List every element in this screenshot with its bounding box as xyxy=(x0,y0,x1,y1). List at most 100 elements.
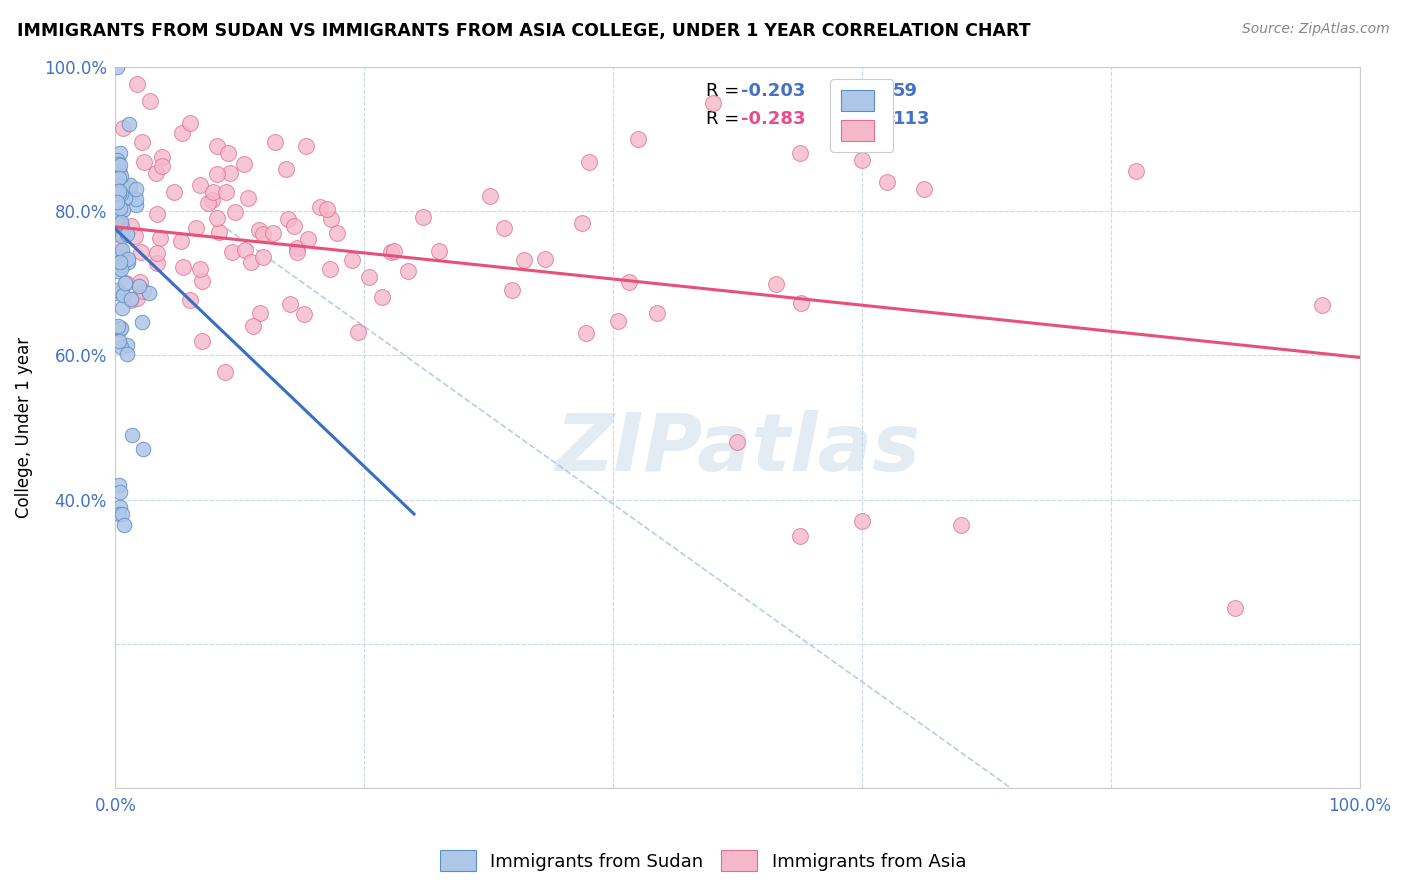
Point xyxy=(115,227,138,241)
Point xyxy=(120,293,142,307)
Point xyxy=(120,219,142,233)
Point xyxy=(278,297,301,311)
Point xyxy=(111,243,134,257)
Point xyxy=(1223,600,1246,615)
Point xyxy=(207,168,229,182)
Point xyxy=(117,117,139,131)
Point xyxy=(207,211,229,225)
Point xyxy=(249,222,271,236)
Point xyxy=(188,261,211,276)
Point xyxy=(115,337,138,351)
Point xyxy=(108,206,131,220)
Point xyxy=(146,256,169,270)
Text: R =: R = xyxy=(706,110,745,128)
Point xyxy=(110,215,132,229)
Point xyxy=(285,244,308,259)
Point xyxy=(128,275,150,289)
Point xyxy=(105,194,128,209)
Point xyxy=(295,139,318,153)
Point xyxy=(214,185,236,199)
Point xyxy=(110,261,132,276)
Y-axis label: College, Under 1 year: College, Under 1 year xyxy=(15,337,32,518)
Point xyxy=(170,126,193,140)
Point xyxy=(108,478,131,492)
Point xyxy=(108,165,131,179)
Point xyxy=(1310,298,1333,312)
Text: N =: N = xyxy=(862,82,901,100)
Point xyxy=(1125,164,1147,178)
Point xyxy=(297,231,319,245)
Point xyxy=(107,157,129,171)
Point xyxy=(132,442,155,456)
Point xyxy=(262,226,284,240)
Point xyxy=(578,155,600,169)
Point xyxy=(727,434,749,449)
Text: N =: N = xyxy=(862,110,901,128)
Point xyxy=(125,292,148,306)
Point xyxy=(214,365,236,379)
Point xyxy=(120,293,142,307)
Point xyxy=(851,153,873,168)
Text: -0.203: -0.203 xyxy=(741,82,806,100)
Point xyxy=(111,258,134,272)
Point xyxy=(146,245,169,260)
Point xyxy=(117,255,139,269)
Text: 113: 113 xyxy=(893,110,931,128)
Point xyxy=(138,94,160,108)
Point xyxy=(319,211,342,226)
Point xyxy=(179,116,201,130)
Point xyxy=(316,202,339,216)
Point xyxy=(765,277,787,292)
Point xyxy=(205,139,228,153)
Point xyxy=(105,283,128,297)
Point xyxy=(124,229,146,244)
Point xyxy=(851,514,873,528)
Point xyxy=(617,275,640,289)
Point xyxy=(380,244,402,259)
Point xyxy=(110,177,132,191)
Point xyxy=(108,241,131,255)
Point xyxy=(112,227,135,241)
Point xyxy=(110,146,132,161)
Point xyxy=(252,250,274,264)
Point xyxy=(108,184,131,198)
Point xyxy=(575,326,598,340)
Point xyxy=(108,507,131,521)
Point xyxy=(110,186,132,201)
Point xyxy=(501,283,523,297)
Point xyxy=(179,293,201,307)
Point xyxy=(111,203,134,218)
Text: Source: ZipAtlas.com: Source: ZipAtlas.com xyxy=(1241,22,1389,37)
Point xyxy=(287,241,309,255)
Point xyxy=(283,219,305,234)
Point xyxy=(163,185,186,199)
Legend: Immigrants from Sudan, Immigrants from Asia: Immigrants from Sudan, Immigrants from A… xyxy=(433,843,973,879)
Point xyxy=(128,278,150,293)
Point xyxy=(148,231,170,245)
Point xyxy=(382,244,405,259)
Point xyxy=(114,252,136,267)
Point xyxy=(479,189,502,203)
Point xyxy=(110,340,132,354)
Point xyxy=(112,517,135,532)
Point xyxy=(110,301,132,315)
Point xyxy=(494,221,516,235)
Point xyxy=(533,252,555,266)
Point xyxy=(110,169,132,183)
Point xyxy=(114,276,136,290)
Point xyxy=(111,228,134,243)
Point xyxy=(125,182,148,196)
Point xyxy=(112,287,135,301)
Point xyxy=(125,192,148,206)
Point xyxy=(309,200,332,214)
Point xyxy=(238,191,260,205)
Point xyxy=(107,211,129,226)
Point xyxy=(115,276,138,290)
Text: IMMIGRANTS FROM SUDAN VS IMMIGRANTS FROM ASIA COLLEGE, UNDER 1 YEAR CORRELATION : IMMIGRANTS FROM SUDAN VS IMMIGRANTS FROM… xyxy=(17,22,1031,40)
Text: 59: 59 xyxy=(893,82,918,100)
Legend: , : , xyxy=(831,79,893,152)
Point xyxy=(950,517,973,532)
Point xyxy=(132,154,155,169)
Point xyxy=(702,95,724,110)
Point xyxy=(239,255,262,269)
